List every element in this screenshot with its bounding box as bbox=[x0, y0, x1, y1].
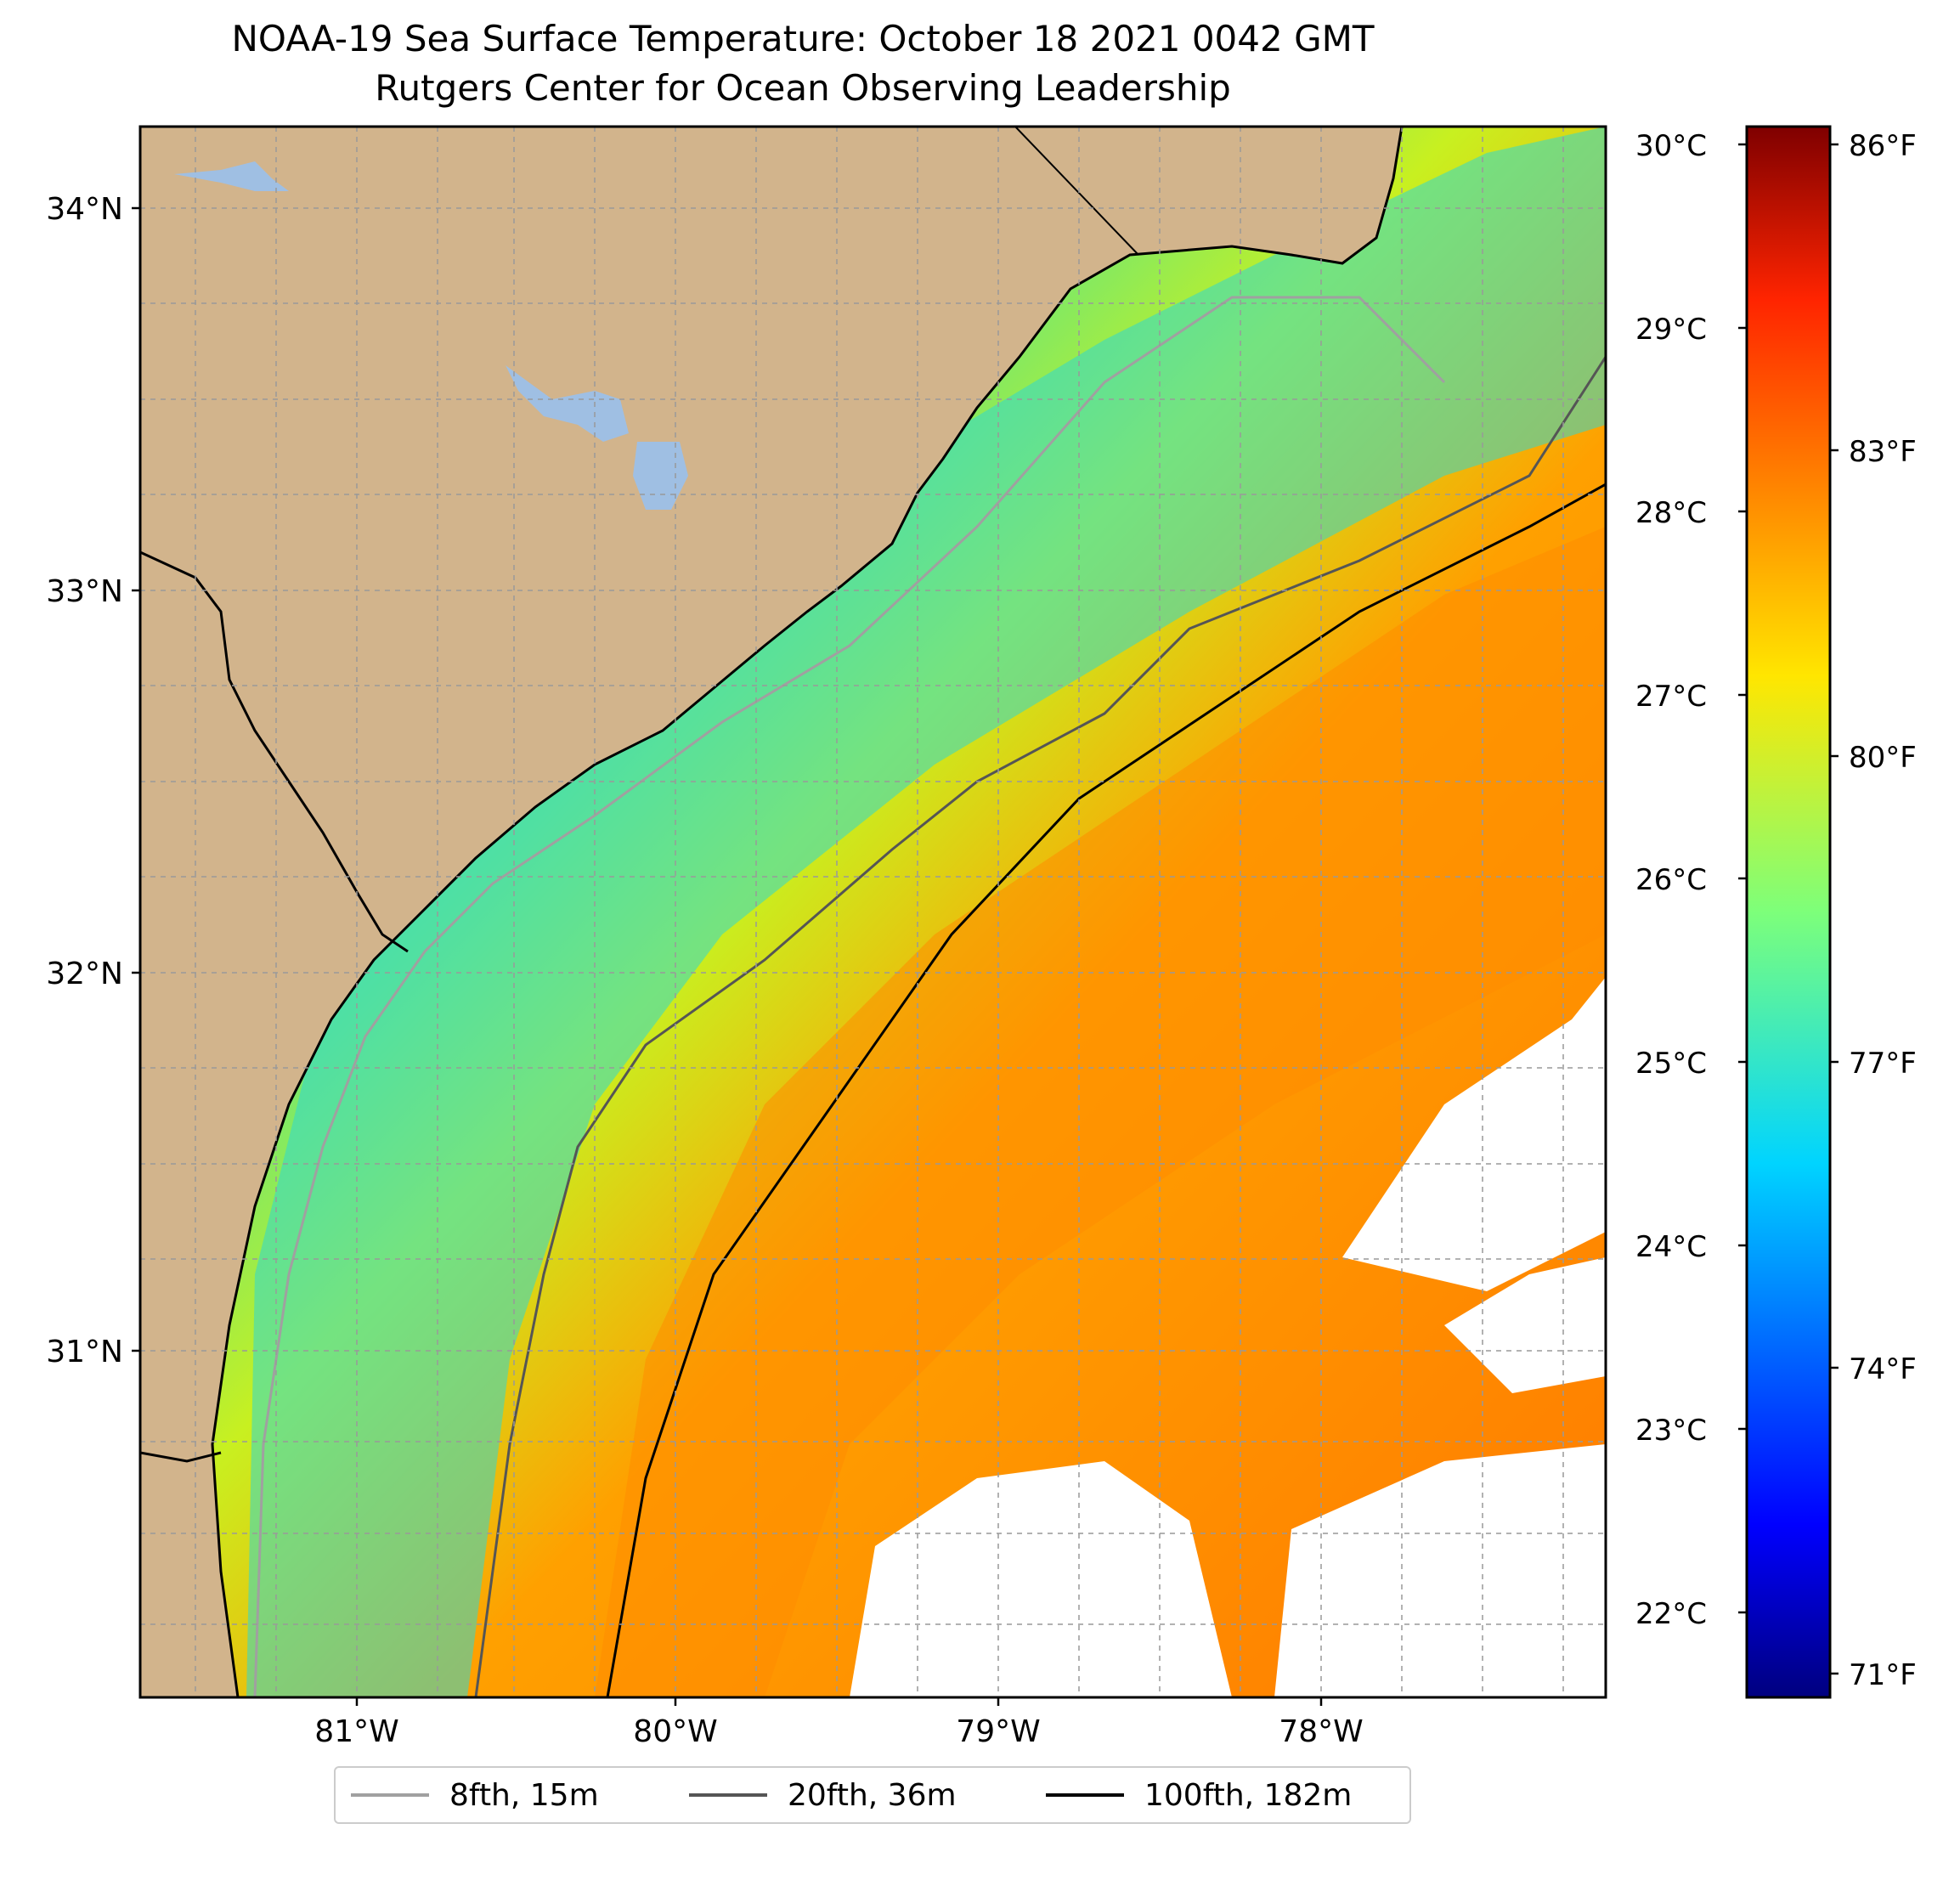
land bbox=[140, 127, 1404, 1697]
colorbar-fahrenheit-label: 83°F bbox=[1849, 435, 1917, 469]
colorbar-celsius-label: 23°C bbox=[1635, 1414, 1707, 1448]
colorbar-fahrenheit-label: 74°F bbox=[1849, 1352, 1917, 1386]
legend-swatch bbox=[689, 1793, 767, 1797]
lake bbox=[174, 161, 289, 191]
lon-label: 78°W bbox=[1279, 1714, 1363, 1749]
colorbar bbox=[1745, 125, 1832, 1699]
map-area bbox=[140, 127, 1606, 1697]
colorbar-celsius-label: 24°C bbox=[1635, 1230, 1707, 1264]
cloud-mask bbox=[850, 977, 1606, 1697]
colorbar-ticks bbox=[1738, 143, 1839, 1675]
gulf-stream-warm-water bbox=[595, 527, 1606, 1697]
state-border bbox=[140, 1451, 222, 1463]
colorbar-fahrenheit-label: 86°F bbox=[1849, 129, 1917, 163]
coastal-cool-water bbox=[246, 127, 1606, 1697]
colorbar-celsius-label: 22°C bbox=[1635, 1597, 1707, 1631]
lat-label: 34°N bbox=[46, 192, 123, 227]
legend-item-8fth: 8fth, 15m bbox=[351, 1768, 599, 1822]
isobath-100fth bbox=[606, 483, 1606, 1697]
colorbar-fahrenheit-label: 77°F bbox=[1849, 1047, 1917, 1081]
lat-label: 31°N bbox=[46, 1335, 123, 1369]
legend-label: 20fth, 36m bbox=[788, 1777, 957, 1813]
legend-swatch bbox=[351, 1793, 429, 1797]
colorbar-celsius-label: 27°C bbox=[1635, 680, 1707, 714]
legend-swatch bbox=[1046, 1793, 1124, 1797]
colorbar-fahrenheit-label: 80°F bbox=[1849, 741, 1917, 775]
lon-label: 81°W bbox=[314, 1714, 398, 1749]
isobath-20fth bbox=[474, 356, 1606, 1697]
axis-ticks bbox=[132, 206, 1323, 1706]
map-grid bbox=[140, 127, 1606, 1697]
lon-label: 79°W bbox=[956, 1714, 1040, 1749]
lat-label: 33°N bbox=[46, 574, 123, 609]
colorbar-fahrenheit-label: 71°F bbox=[1849, 1658, 1917, 1692]
lat-label: 32°N bbox=[46, 957, 123, 991]
colorbar-celsius-label: 25°C bbox=[1635, 1047, 1707, 1081]
lake bbox=[633, 442, 688, 510]
legend-label: 8fth, 15m bbox=[449, 1777, 599, 1813]
legend-label: 100fth, 182m bbox=[1144, 1777, 1353, 1813]
map-frame bbox=[138, 125, 1607, 1699]
chart-title: NOAA-19 Sea Surface Temperature: October… bbox=[231, 18, 1375, 59]
chart-subtitle: Rutgers Center for Ocean Observing Leade… bbox=[375, 67, 1231, 109]
legend: 8fth, 15m 20fth, 36m 100fth, 182m bbox=[334, 1766, 1411, 1824]
state-border bbox=[1014, 127, 1139, 256]
legend-item-20fth: 20fth, 36m bbox=[689, 1768, 957, 1822]
colorbar-celsius-label: 28°C bbox=[1635, 496, 1707, 530]
isobath-8fth bbox=[253, 296, 1446, 1697]
lake bbox=[506, 365, 629, 442]
colorbar-celsius-label: 30°C bbox=[1635, 129, 1707, 163]
colorbar-celsius-label: 26°C bbox=[1635, 863, 1707, 897]
colorbar-celsius-label: 29°C bbox=[1635, 313, 1707, 347]
lon-label: 80°W bbox=[633, 1714, 717, 1749]
state-border bbox=[140, 550, 409, 953]
legend-item-100fth: 100fth, 182m bbox=[1046, 1768, 1352, 1822]
